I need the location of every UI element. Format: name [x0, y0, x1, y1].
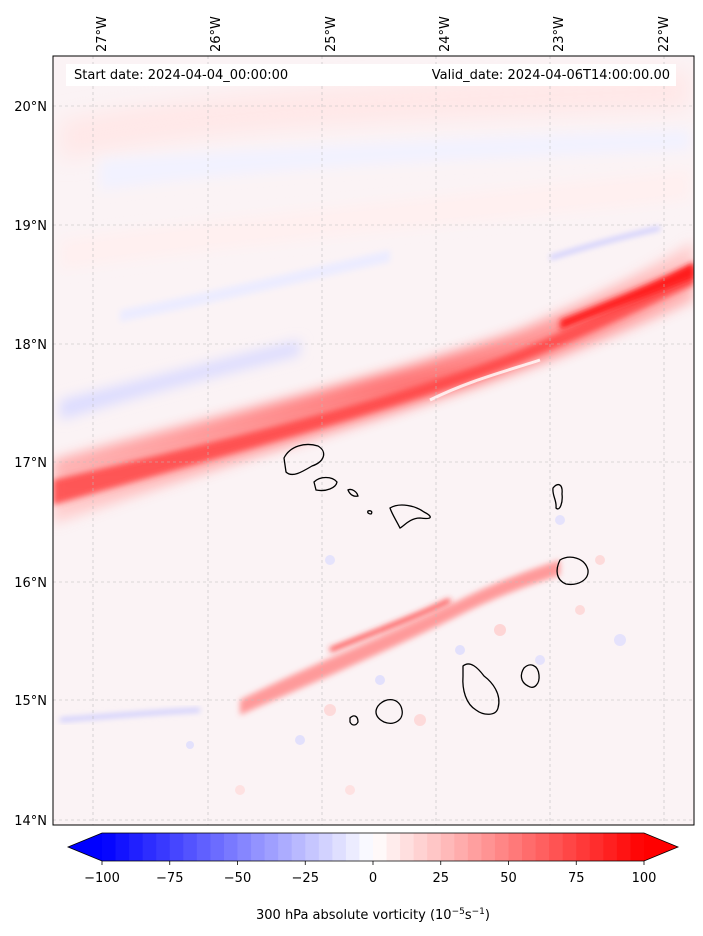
- colorbar-segment: [291, 833, 306, 861]
- colorbar-segment: [196, 833, 211, 861]
- colorbar-segment: [169, 833, 184, 861]
- colorbar-segment: [359, 833, 374, 861]
- island-santo-antao: [283, 443, 325, 476]
- valid-date-label: Valid_date: 2024-04-06T14:00:00.00: [432, 68, 670, 83]
- colorbar-segment: [589, 833, 604, 861]
- colorbar-segment: [223, 833, 238, 861]
- island-sal: [552, 483, 563, 510]
- colorbar-segment: [427, 833, 442, 861]
- lat-label: 17°N: [14, 456, 47, 471]
- latitude-labels: 20°N 19°N 18°N 17°N 16°N 15°N 14°N: [14, 100, 47, 829]
- colorbar-segment: [142, 833, 157, 861]
- colorbar-segment: [400, 833, 415, 861]
- island-brava: [349, 715, 359, 726]
- colorbar-segment: [102, 833, 117, 861]
- colorbar-segment: [616, 833, 631, 861]
- colorbar-segment: [251, 833, 266, 861]
- island-maio: [520, 664, 540, 688]
- colorbar-segment: [549, 833, 564, 861]
- lon-label: 26°W: [209, 16, 224, 52]
- colorbar: −100 −75 −50 −25 0 25 50 75 100 300 hPa …: [66, 832, 680, 923]
- lat-label: 15°N: [14, 694, 47, 709]
- colorbar-segments: [102, 833, 645, 861]
- colorbar-segment: [278, 833, 293, 861]
- lon-label: 24°W: [438, 16, 453, 52]
- lon-label: 23°W: [552, 16, 567, 52]
- colorbar-tick-label: 100: [632, 871, 657, 886]
- colorbar-segment: [454, 833, 469, 861]
- colorbar-tick-label: 0: [369, 871, 377, 886]
- colorbar-title: 300 hPa absolute vorticity (10−5s−1): [256, 907, 490, 923]
- island-raso: [367, 510, 373, 515]
- island-sao-vicente: [313, 476, 338, 492]
- colorbar-segment: [481, 833, 496, 861]
- colorbar-segment: [156, 833, 171, 861]
- colorbar-segment: [129, 833, 144, 861]
- start-date-label: Start date: 2024-04-04_00:00:00: [74, 68, 288, 83]
- island-santa-luzia: [347, 488, 359, 497]
- lat-label: 16°N: [14, 576, 47, 591]
- lat-label: 14°N: [14, 814, 47, 829]
- colorbar-tick-label: −25: [292, 871, 319, 886]
- island-santiago: [462, 663, 500, 715]
- colorbar-extend-low: [68, 833, 102, 861]
- colorbar-tick-label: −100: [84, 871, 120, 886]
- vorticity-field: [53, 56, 694, 825]
- colorbar-segment: [440, 833, 455, 861]
- lat-label: 18°N: [14, 338, 47, 353]
- colorbar-segment: [386, 833, 401, 861]
- colorbar-ticks: −100 −75 −50 −25 0 25 50 75 100: [84, 861, 656, 886]
- colorbar-segment: [562, 833, 577, 861]
- colorbar-tick-label: −50: [224, 871, 251, 886]
- colorbar-tick-label: 25: [432, 871, 449, 886]
- colorbar-segment: [210, 833, 225, 861]
- lat-label: 20°N: [14, 100, 47, 115]
- longitude-labels: 27°W 26°W 25°W 24°W 23°W 22°W: [95, 16, 672, 52]
- colorbar-segment: [237, 833, 252, 861]
- colorbar-segment: [264, 833, 279, 861]
- lat-label: 19°N: [14, 219, 47, 234]
- lon-label: 27°W: [95, 16, 110, 52]
- island-fogo: [375, 699, 403, 724]
- colorbar-segment: [508, 833, 523, 861]
- date-header-box: [66, 64, 676, 86]
- colorbar-segment: [576, 833, 591, 861]
- colorbar-segment: [494, 833, 509, 861]
- colorbar-segment: [373, 833, 388, 861]
- colorbar-segment: [630, 833, 645, 861]
- colorbar-segment: [318, 833, 333, 861]
- colorbar-segment: [535, 833, 550, 861]
- colorbar-tick-label: 50: [500, 871, 517, 886]
- colorbar-segment: [305, 833, 320, 861]
- island-sao-nicolau: [389, 504, 431, 529]
- colorbar-tick-label: 75: [568, 871, 585, 886]
- map-panel: Start date: 2024-04-04_00:00:00 Valid_da…: [52, 55, 695, 826]
- colorbar-segment: [115, 833, 130, 861]
- colorbar-extend-high: [644, 833, 678, 861]
- colorbar-segment: [522, 833, 537, 861]
- colorbar-segment: [183, 833, 198, 861]
- lon-label: 25°W: [324, 16, 339, 52]
- colorbar-segment: [345, 833, 360, 861]
- graticule: [53, 56, 694, 825]
- colorbar-segment: [467, 833, 482, 861]
- map-frame: [52, 55, 695, 826]
- island-coastline-outline: [283, 443, 589, 726]
- colorbar-segment: [332, 833, 347, 861]
- colorbar-tick-label: −75: [156, 871, 183, 886]
- island-boa-vista: [556, 556, 589, 586]
- lon-label: 22°W: [657, 16, 672, 52]
- colorbar-segment: [413, 833, 428, 861]
- colorbar-segment: [603, 833, 618, 861]
